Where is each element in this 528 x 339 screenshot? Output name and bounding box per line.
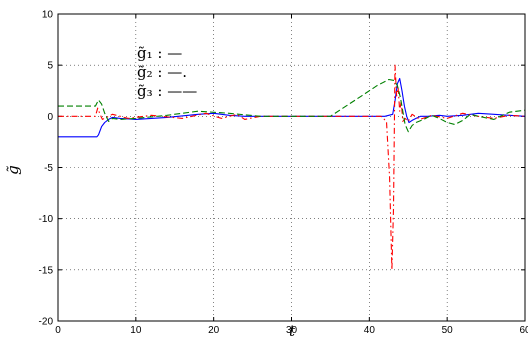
series-lines [58, 64, 526, 271]
legend-entry-2: g̃₂ : —. [137, 63, 187, 81]
x-tick-label: 20 [208, 325, 220, 336]
x-axis-label: t [289, 322, 296, 339]
x-tick-label: 40 [364, 325, 376, 336]
legend-entry-3: g̃₃ : —— [137, 82, 197, 100]
y-axis-label: g̃ [4, 165, 22, 175]
x-tick-label: 10 [130, 325, 142, 336]
y-tick-labels: 10 5 0 -5 -10 -15 -20 [39, 10, 54, 328]
y-tick-label: -5 [44, 163, 53, 174]
y-tick-label: 0 [47, 112, 53, 123]
legend: g̃₁ : —g̃₂ : —.g̃₃ : —— [137, 44, 197, 100]
y-tick-label: 5 [47, 61, 53, 72]
x-tick-labels: 0 10 20 30 40 50 60 [55, 325, 528, 336]
y-tick-label: -20 [39, 317, 54, 328]
x-tick-label: 30 [286, 325, 298, 336]
x-tick-label: 0 [55, 325, 61, 336]
x-tick-label: 50 [442, 325, 454, 336]
series-line-3 [58, 78, 526, 133]
y-tick-label: -15 [39, 265, 54, 276]
series-line-2 [58, 64, 526, 271]
legend-entry-1: g̃₁ : — [137, 44, 182, 62]
x-tick-label: 60 [519, 325, 528, 336]
plot-frame [57, 13, 526, 322]
y-tick-label: -10 [39, 214, 54, 225]
y-tick-label: 10 [42, 10, 54, 21]
